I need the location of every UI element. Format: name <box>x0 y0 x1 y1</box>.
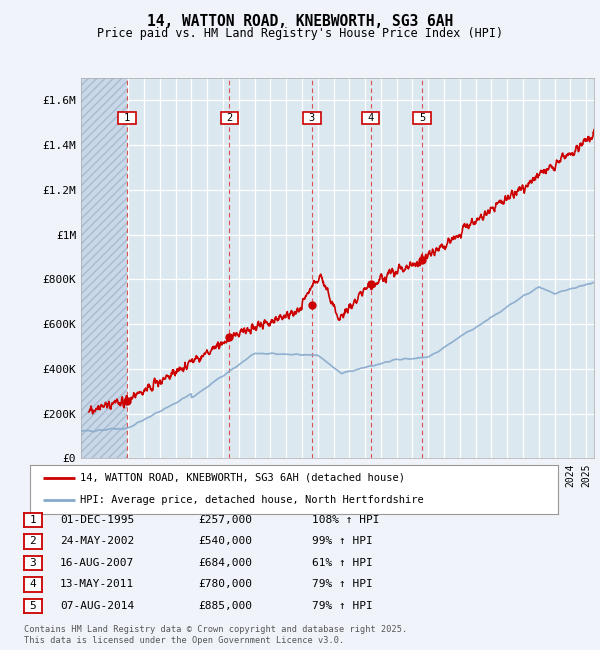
Text: 4: 4 <box>368 113 374 123</box>
Text: 01-DEC-1995: 01-DEC-1995 <box>60 515 134 525</box>
Text: 24-MAY-2002: 24-MAY-2002 <box>60 536 134 547</box>
Text: HPI: Average price, detached house, North Hertfordshire: HPI: Average price, detached house, Nort… <box>80 495 424 505</box>
Text: 3: 3 <box>309 113 315 123</box>
Text: 16-AUG-2007: 16-AUG-2007 <box>60 558 134 568</box>
Text: 2: 2 <box>226 113 232 123</box>
Text: 4: 4 <box>29 579 37 590</box>
Text: £885,000: £885,000 <box>198 601 252 611</box>
Text: £540,000: £540,000 <box>198 536 252 547</box>
Text: 79% ↑ HPI: 79% ↑ HPI <box>312 579 373 590</box>
Text: 07-AUG-2014: 07-AUG-2014 <box>60 601 134 611</box>
Text: 5: 5 <box>419 113 425 123</box>
Text: Contains HM Land Registry data © Crown copyright and database right 2025.
This d: Contains HM Land Registry data © Crown c… <box>24 625 407 645</box>
Text: 99% ↑ HPI: 99% ↑ HPI <box>312 536 373 547</box>
Text: £780,000: £780,000 <box>198 579 252 590</box>
Text: 14, WATTON ROAD, KNEBWORTH, SG3 6AH (detached house): 14, WATTON ROAD, KNEBWORTH, SG3 6AH (det… <box>80 473 405 483</box>
Text: 5: 5 <box>29 601 37 611</box>
Bar <box>81 78 127 458</box>
Text: 61% ↑ HPI: 61% ↑ HPI <box>312 558 373 568</box>
Text: 2: 2 <box>29 536 37 547</box>
FancyBboxPatch shape <box>362 112 379 124</box>
FancyBboxPatch shape <box>118 112 136 124</box>
FancyBboxPatch shape <box>303 112 320 124</box>
Text: 1: 1 <box>124 113 130 123</box>
Text: 13-MAY-2011: 13-MAY-2011 <box>60 579 134 590</box>
Text: 79% ↑ HPI: 79% ↑ HPI <box>312 601 373 611</box>
Text: £257,000: £257,000 <box>198 515 252 525</box>
FancyBboxPatch shape <box>413 112 431 124</box>
Text: Price paid vs. HM Land Registry's House Price Index (HPI): Price paid vs. HM Land Registry's House … <box>97 27 503 40</box>
Text: 14, WATTON ROAD, KNEBWORTH, SG3 6AH: 14, WATTON ROAD, KNEBWORTH, SG3 6AH <box>147 14 453 29</box>
Text: 3: 3 <box>29 558 37 568</box>
Text: 108% ↑ HPI: 108% ↑ HPI <box>312 515 380 525</box>
FancyBboxPatch shape <box>221 112 238 124</box>
Text: 1: 1 <box>29 515 37 525</box>
Text: £684,000: £684,000 <box>198 558 252 568</box>
